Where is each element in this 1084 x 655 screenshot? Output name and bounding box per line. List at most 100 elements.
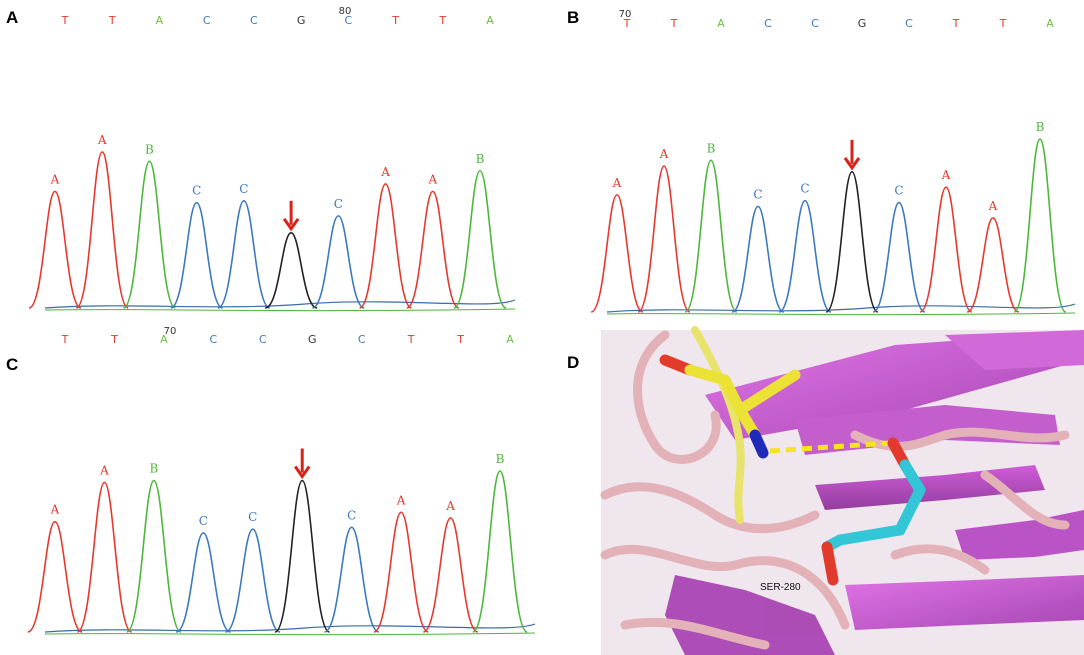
peak-label: A bbox=[941, 168, 951, 182]
position-label: 80 bbox=[339, 6, 352, 17]
hydrogen-bond bbox=[769, 440, 891, 454]
sequence-base: C bbox=[209, 333, 217, 346]
peak-label: A bbox=[380, 165, 390, 179]
cyan-residue bbox=[821, 437, 926, 586]
sequence-base: T bbox=[456, 333, 464, 346]
sequence-base: T bbox=[407, 333, 415, 346]
sequence-base: C bbox=[764, 17, 772, 30]
peak-label: A bbox=[445, 499, 455, 513]
chromatogram-a: T T A C C G C T T A 80 A A B C C C A A B bbox=[28, 6, 516, 312]
helix-trace bbox=[691, 326, 745, 524]
chromatogram-b: T T A C C G C T T A 70 A A B C C C A A B bbox=[590, 9, 1076, 316]
sequence-base: C bbox=[344, 14, 352, 27]
mutation-arrow-icon bbox=[843, 139, 861, 171]
peak-label: A bbox=[50, 172, 60, 186]
peak-trace bbox=[1013, 138, 1067, 313]
sequence-base: T bbox=[110, 333, 118, 346]
baseline-trace bbox=[44, 632, 536, 636]
panel-a: A T T A C C G C T T A 80 A A B C C C A A B bbox=[0, 0, 530, 325]
panel-c: C T T A C C G C T T A 70 A A B C C C A A B bbox=[0, 325, 536, 655]
peak-trace bbox=[175, 532, 231, 633]
sequence-base: T bbox=[61, 333, 69, 346]
panel-label-d: D bbox=[567, 353, 580, 372]
peak-label: C bbox=[334, 197, 343, 211]
peak-trace bbox=[373, 511, 429, 633]
peak-label: B bbox=[496, 452, 505, 466]
peak-label: C bbox=[192, 184, 201, 198]
sequence-base: A bbox=[156, 14, 164, 27]
peak-label: A bbox=[427, 172, 437, 186]
residue-label: SER-280 bbox=[760, 582, 801, 593]
yellow-residue bbox=[659, 354, 801, 459]
sequence-base: C bbox=[358, 333, 366, 346]
peak-label: C bbox=[239, 182, 248, 196]
peak-trace bbox=[472, 470, 528, 633]
sequence-base: A bbox=[160, 333, 168, 346]
peak-trace bbox=[359, 183, 412, 309]
peak-label: C bbox=[199, 514, 208, 528]
peak-trace bbox=[406, 190, 460, 309]
panel-label-b: B bbox=[567, 8, 580, 27]
sequence-base: T bbox=[108, 14, 116, 27]
peak-trace bbox=[311, 215, 365, 309]
peak-label: A bbox=[97, 133, 107, 147]
peak-trace bbox=[684, 159, 738, 313]
peak-trace bbox=[126, 479, 182, 633]
sequence-base: A bbox=[486, 14, 494, 27]
peak-label: C bbox=[248, 510, 257, 524]
mutation-arrow-icon bbox=[282, 200, 300, 232]
peak-label: A bbox=[99, 463, 109, 477]
peak-trace bbox=[919, 186, 973, 313]
peak-label: A bbox=[50, 503, 60, 517]
peak-label: A bbox=[396, 493, 406, 507]
peak-trace bbox=[731, 205, 785, 313]
sequence-base: C bbox=[250, 14, 258, 27]
peak-trace bbox=[225, 528, 281, 633]
peak-trace bbox=[966, 217, 1020, 313]
peak-label: B bbox=[707, 141, 716, 155]
panel-b: B T T A C C G C T T A 70 A A B C C C A A B bbox=[565, 0, 1084, 325]
sequence-base: T bbox=[952, 17, 960, 30]
peak-trace bbox=[324, 526, 380, 633]
peak-label: C bbox=[800, 182, 809, 196]
position-label: 70 bbox=[619, 9, 632, 20]
panel-label-a: A bbox=[6, 8, 19, 27]
peak-trace bbox=[274, 479, 330, 633]
sequence-base: C bbox=[259, 333, 267, 346]
sequence-base: T bbox=[61, 14, 69, 27]
sequence-base: G bbox=[858, 17, 867, 30]
baseline-trace bbox=[44, 308, 516, 312]
sequence-base: A bbox=[1046, 17, 1054, 30]
baseline-trace bbox=[606, 303, 1076, 313]
sequence-base: A bbox=[717, 17, 725, 30]
peak-trace bbox=[27, 520, 83, 633]
peak-trace bbox=[28, 190, 82, 309]
peak-trace bbox=[422, 517, 479, 633]
peak-label: A bbox=[659, 147, 669, 161]
mutation-arrow-icon bbox=[293, 448, 311, 480]
sequence-base: G bbox=[297, 14, 306, 27]
protein-structure: SER-280 bbox=[600, 326, 1084, 655]
sequence-base: T bbox=[999, 17, 1007, 30]
peak-trace bbox=[123, 160, 176, 309]
sequence-base: T bbox=[670, 17, 678, 30]
peak-trace bbox=[453, 169, 507, 309]
sequence-base: T bbox=[438, 14, 446, 27]
peak-label: C bbox=[753, 187, 762, 201]
sequence-base: G bbox=[308, 333, 317, 346]
peak-label: C bbox=[894, 184, 903, 198]
peak-trace bbox=[637, 165, 691, 313]
peak-label: A bbox=[612, 176, 622, 190]
panel-d: D bbox=[565, 325, 1084, 655]
peak-label: A bbox=[988, 199, 998, 213]
peak-label: B bbox=[145, 142, 154, 156]
peak-trace bbox=[75, 151, 129, 309]
peak-trace bbox=[217, 200, 271, 309]
peak-label: B bbox=[1036, 120, 1045, 134]
sequence-base: T bbox=[623, 17, 631, 30]
peak-trace bbox=[590, 194, 644, 313]
baseline-trace bbox=[44, 299, 516, 309]
sequence-base: A bbox=[506, 333, 514, 346]
peak-trace bbox=[264, 231, 318, 309]
sequence-base: C bbox=[811, 17, 819, 30]
